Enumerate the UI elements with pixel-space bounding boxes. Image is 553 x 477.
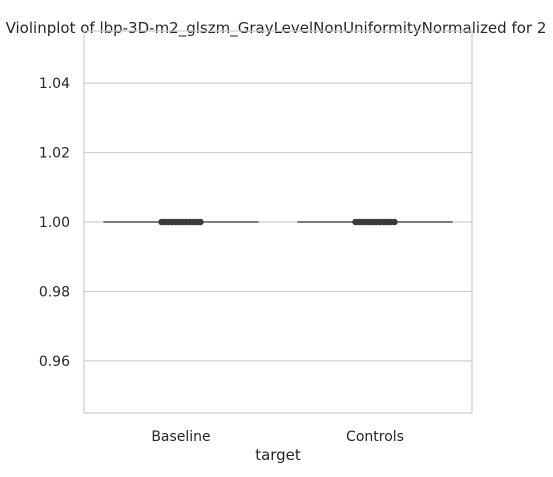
y-tick-label: 1.04 bbox=[39, 76, 70, 92]
x-axis-label: target bbox=[255, 446, 301, 464]
x-tick-labels: Baseline Controls bbox=[151, 429, 404, 445]
plot-frame bbox=[83, 30, 473, 414]
violin-point bbox=[197, 218, 204, 226]
x-tick-label: Baseline bbox=[151, 429, 210, 445]
y-tick-labels: 0.96 0.98 1.00 1.02 1.04 bbox=[39, 76, 70, 370]
y-tick-label: 1.02 bbox=[39, 146, 70, 162]
x-tick-label: Controls bbox=[346, 429, 404, 445]
marks-layer bbox=[103, 218, 453, 226]
y-tick-label: 0.96 bbox=[39, 354, 70, 370]
chart-title: Violinplot of lbp-3D-m2_glszm_GrayLevelN… bbox=[6, 19, 547, 38]
y-tick-label: 0.98 bbox=[39, 284, 70, 300]
violin-point bbox=[391, 218, 398, 226]
y-tick-label: 1.00 bbox=[39, 215, 70, 231]
